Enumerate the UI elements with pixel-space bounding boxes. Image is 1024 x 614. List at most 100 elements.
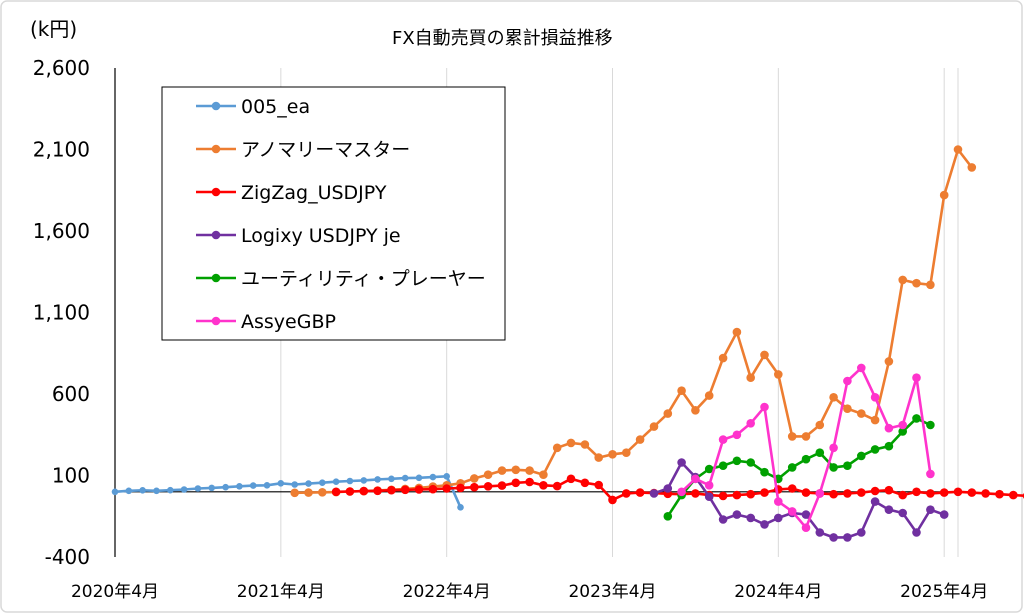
legend: 005_ea アノマリーマスター ZigZag_USDJPY Logixy USDJP… xyxy=(161,86,506,341)
data-point xyxy=(691,489,700,498)
data-point xyxy=(774,497,783,506)
data-point xyxy=(898,490,907,500)
data-point xyxy=(580,478,590,488)
data-point xyxy=(511,478,521,488)
data-point xyxy=(470,482,479,492)
data-point xyxy=(457,504,464,511)
legend-swatch-marker xyxy=(211,187,221,197)
series-005_ea xyxy=(111,473,464,511)
data-point xyxy=(552,481,562,491)
data-point xyxy=(995,489,1004,499)
data-point xyxy=(760,402,769,412)
data-point xyxy=(718,435,728,444)
data-point xyxy=(125,487,133,495)
data-point xyxy=(111,488,119,496)
data-point xyxy=(442,484,452,493)
data-point xyxy=(222,483,229,491)
data-point xyxy=(829,533,838,542)
legend-item-utility: ユーティリティ・プレーヤー xyxy=(196,268,486,290)
data-point xyxy=(400,485,410,495)
data-point xyxy=(870,445,880,454)
data-point xyxy=(898,275,907,285)
data-point xyxy=(511,465,521,475)
data-point xyxy=(829,489,838,499)
data-point xyxy=(801,523,811,532)
data-point xyxy=(926,280,935,290)
data-point xyxy=(153,487,160,495)
data-point xyxy=(622,448,631,458)
data-point xyxy=(760,520,769,529)
data-point xyxy=(870,393,880,402)
data-point xyxy=(843,376,852,386)
data-point xyxy=(815,420,825,430)
x-tick-label: 2024年4月 xyxy=(734,582,822,602)
data-point xyxy=(414,485,424,494)
data-point xyxy=(746,513,755,523)
x-tick-label: 2023年4月 xyxy=(568,582,656,602)
data-point xyxy=(139,487,146,494)
data-point xyxy=(704,391,714,400)
data-point xyxy=(857,528,866,537)
data-point xyxy=(912,528,921,537)
data-point xyxy=(677,386,686,396)
data-point xyxy=(649,422,659,431)
data-point xyxy=(787,507,797,516)
data-point xyxy=(677,458,686,467)
y-tick-label: 100 xyxy=(52,464,90,488)
data-point xyxy=(663,484,673,493)
data-point xyxy=(704,481,714,490)
data-point xyxy=(360,477,368,484)
data-point xyxy=(470,474,479,483)
data-point xyxy=(539,481,548,490)
y-tick-label: 2,600 xyxy=(33,56,90,80)
y-tick-label: 2,100 xyxy=(33,138,90,162)
data-point xyxy=(374,476,381,483)
data-point xyxy=(898,427,907,436)
legend-swatch-marker xyxy=(211,230,221,240)
data-point xyxy=(760,350,769,360)
data-point xyxy=(401,474,409,482)
data-point xyxy=(732,456,742,466)
data-point xyxy=(483,470,493,480)
legend-item-anomaly: アノマリーマスター xyxy=(196,139,410,161)
data-point xyxy=(774,370,783,379)
data-point xyxy=(787,484,797,493)
data-point xyxy=(594,453,603,462)
data-point xyxy=(291,481,299,488)
data-point xyxy=(926,420,935,430)
data-point xyxy=(263,482,271,489)
data-point xyxy=(208,484,215,492)
series-line-logixy xyxy=(653,461,945,539)
series-layer xyxy=(111,145,1024,542)
data-point xyxy=(884,441,894,451)
data-point xyxy=(829,443,838,453)
legend-label: ZigZag_USDJPY xyxy=(241,182,387,204)
data-point xyxy=(829,393,838,402)
data-point xyxy=(981,489,990,498)
legend-label: ユーティリティ・プレーヤー xyxy=(241,268,486,290)
data-point xyxy=(857,409,866,418)
data-point xyxy=(608,495,617,505)
data-point xyxy=(373,486,382,496)
data-point xyxy=(815,448,825,458)
legend-item-logixy: Logixy USDJPY je xyxy=(196,225,401,247)
data-point xyxy=(525,477,534,487)
data-point xyxy=(884,423,894,433)
data-point xyxy=(870,497,880,506)
y-tick-label: 600 xyxy=(52,382,90,406)
data-point xyxy=(843,533,852,542)
data-point xyxy=(566,438,576,448)
data-point xyxy=(677,487,686,497)
data-point xyxy=(787,432,797,441)
data-point xyxy=(167,486,174,494)
data-point xyxy=(305,480,312,487)
data-point xyxy=(801,432,811,441)
data-point xyxy=(912,278,921,288)
data-point xyxy=(194,485,202,492)
data-point xyxy=(953,487,963,497)
data-point xyxy=(345,487,355,496)
legend-box xyxy=(161,86,506,341)
data-point xyxy=(760,467,769,477)
